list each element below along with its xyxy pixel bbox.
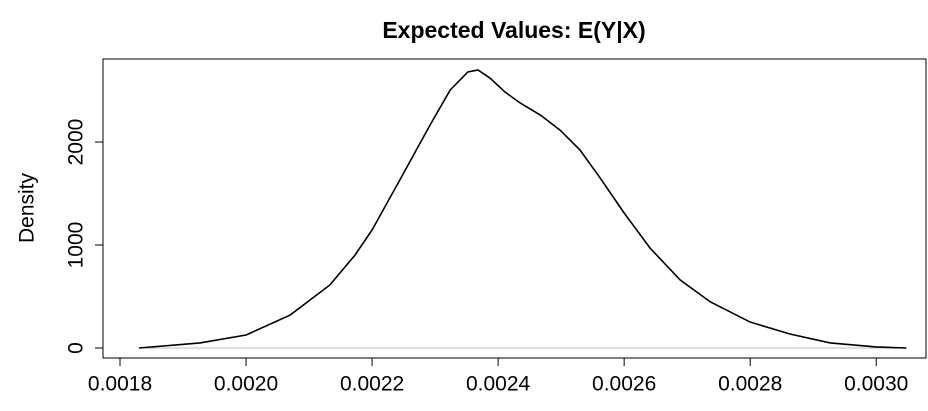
x-tick-label: 0.0028: [718, 373, 782, 396]
chart-title: Expected Values: E(Y|X): [382, 17, 645, 43]
x-tick-label: 0.0030: [844, 373, 908, 396]
y-tick-label: 2000: [65, 119, 88, 166]
x-tick-label: 0.0018: [88, 373, 152, 396]
x-tick-label: 0.0020: [214, 373, 278, 396]
y-axis-label: Density: [16, 172, 39, 243]
x-tick-label: 0.0022: [340, 373, 404, 396]
x-tick-label: 0.0024: [466, 373, 531, 396]
density-line: [138, 69, 907, 349]
plot-frame: [102, 58, 927, 359]
y-tick-label: 1000: [65, 222, 88, 269]
y-tick-label: 0: [65, 342, 88, 354]
x-tick-label: 0.0026: [592, 373, 656, 396]
